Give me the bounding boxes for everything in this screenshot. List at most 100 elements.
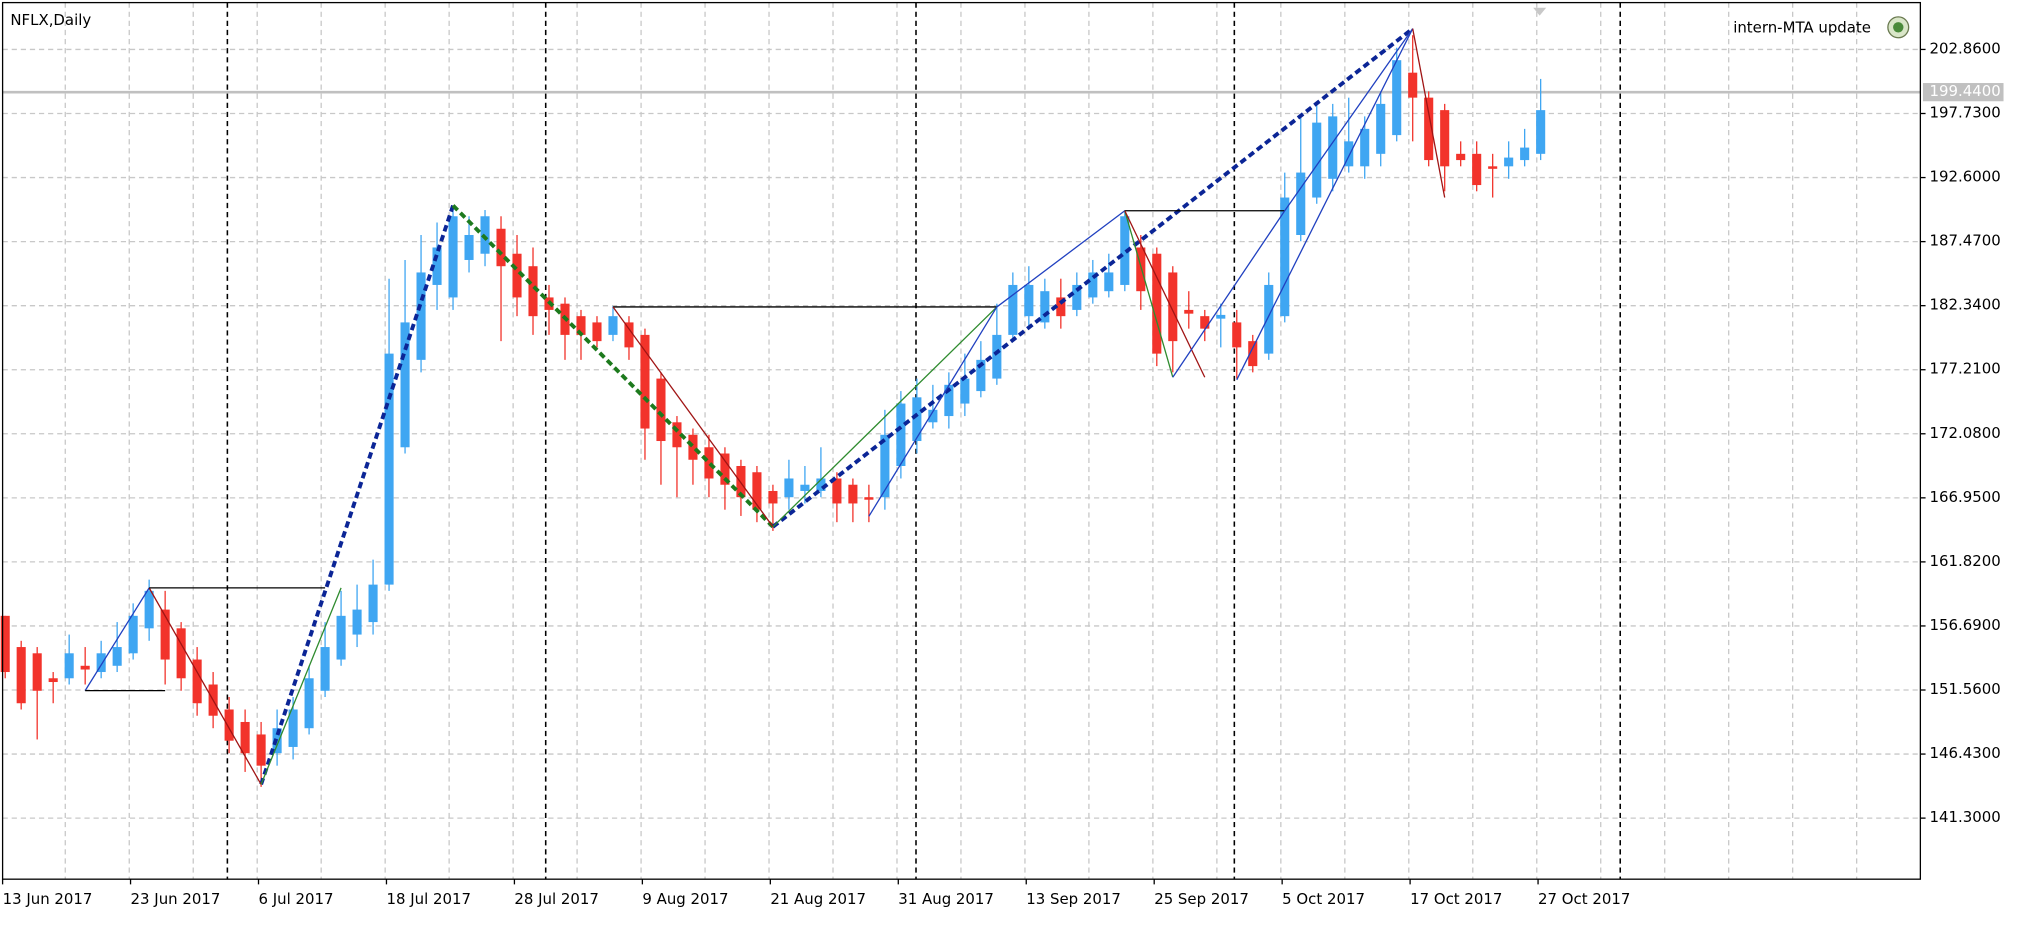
candle-body: [80, 665, 90, 670]
pattern-line: [868, 306, 998, 517]
candle-body: [1232, 322, 1242, 348]
pattern-line: [84, 587, 150, 691]
candle-body: [16, 647, 26, 704]
candle-body: [96, 653, 106, 673]
y-tick-label: 187.4700: [1929, 232, 2000, 250]
chart-title: NFLX,Daily: [10, 11, 91, 29]
candle-body: [1024, 284, 1034, 317]
candle-body: [880, 434, 890, 498]
candle-body: [800, 484, 810, 491]
candle-body: [1328, 116, 1338, 179]
candle-body: [608, 316, 618, 335]
candle-body: [304, 678, 314, 729]
candle-body: [144, 590, 154, 629]
candle-body: [416, 272, 426, 360]
candle-body: [640, 334, 650, 429]
y-tick-label: 166.9500: [1929, 488, 2000, 506]
x-tick-label: 31 Aug 2017: [898, 890, 994, 908]
candle-body: [1456, 153, 1466, 161]
candle-body: [496, 228, 506, 267]
candle-body: [864, 497, 874, 500]
x-tick-label: 21 Aug 2017: [770, 890, 866, 908]
candle-body: [256, 734, 266, 766]
candle-body: [528, 266, 538, 317]
candle-body: [576, 316, 586, 335]
candle-body: [0, 615, 10, 673]
candle-body: [672, 422, 682, 448]
pattern-line: [772, 306, 998, 528]
candle-body: [288, 709, 298, 747]
candle-body: [336, 615, 346, 660]
y-tick-label: 197.7300: [1929, 103, 2000, 121]
candle-body: [1344, 141, 1354, 167]
x-tick-label: 5 Oct 2017: [1282, 890, 1365, 908]
candle-body: [128, 615, 138, 654]
candle-body: [1056, 297, 1066, 317]
candle-body: [1088, 272, 1098, 298]
pattern-line: [1124, 210, 1174, 378]
x-tick-label: 13 Sep 2017: [1026, 890, 1121, 908]
candle-body: [1424, 97, 1434, 161]
candle-body: [112, 647, 122, 666]
x-tick-label: 25 Sep 2017: [1154, 890, 1249, 908]
pattern-line: [1236, 28, 1414, 381]
candle-body: [160, 609, 170, 660]
current-price-box: [1922, 83, 2004, 102]
x-tick-label: 13 Jun 2017: [3, 890, 93, 908]
x-tick-label: 27 Oct 2017: [1538, 890, 1630, 908]
candle-body: [48, 678, 58, 683]
candle-body: [400, 322, 410, 448]
candle-body: [1072, 284, 1082, 310]
pattern-line: [1412, 28, 1446, 198]
candle-body: [816, 478, 826, 491]
candle-body: [1312, 122, 1322, 198]
candle-body: [896, 403, 906, 466]
indicator-icon: [1887, 16, 1910, 39]
y-tick-label: 146.4300: [1929, 744, 2000, 762]
candle-body: [368, 584, 378, 623]
candle-body: [1200, 316, 1210, 329]
candle-body: [912, 397, 922, 442]
candle-body: [352, 609, 362, 635]
pattern-line: [148, 587, 262, 785]
y-tick-label: 192.6000: [1929, 168, 2000, 186]
candle-body: [1008, 284, 1018, 335]
pattern-line: [1284, 28, 1414, 212]
candle-body: [1248, 341, 1258, 367]
candle-body: [1408, 72, 1418, 98]
candle-body: [448, 216, 458, 298]
candle-body: [64, 653, 74, 679]
y-tick-label: 182.3400: [1929, 296, 2000, 314]
overlays: [84, 27, 1446, 786]
y-tick-label: 161.8200: [1929, 552, 2000, 570]
candle-body: [384, 353, 394, 585]
pattern-line: [1172, 210, 1286, 378]
x-tick-label: 9 Aug 2017: [642, 890, 728, 908]
candle-body: [976, 359, 986, 392]
candle-body: [592, 322, 602, 342]
candle-body: [624, 322, 634, 348]
zigzag-line: [259, 204, 455, 786]
shift-marker: [1533, 7, 1547, 16]
candle-body: [224, 709, 234, 741]
candle-body: [1488, 166, 1498, 169]
zigzag-line: [451, 204, 775, 529]
candle-body: [512, 253, 522, 298]
plot-border: [1, 1, 1922, 880]
candle-body: [1392, 60, 1402, 136]
candle-body: [928, 409, 938, 423]
candle-body: [656, 378, 666, 442]
candle-body: [1168, 272, 1178, 342]
candle-body: [1296, 172, 1306, 235]
current-price-label: 199.4400: [1929, 82, 2000, 100]
candle-body: [240, 721, 250, 754]
y-tick-label: 202.8600: [1929, 39, 2000, 57]
y-tick-label: 172.0800: [1929, 424, 2000, 442]
candle-body: [832, 478, 842, 504]
candle-body: [32, 653, 42, 691]
candle-body: [1136, 247, 1146, 292]
pattern-line: [996, 210, 1126, 308]
candle-body: [1184, 309, 1194, 314]
